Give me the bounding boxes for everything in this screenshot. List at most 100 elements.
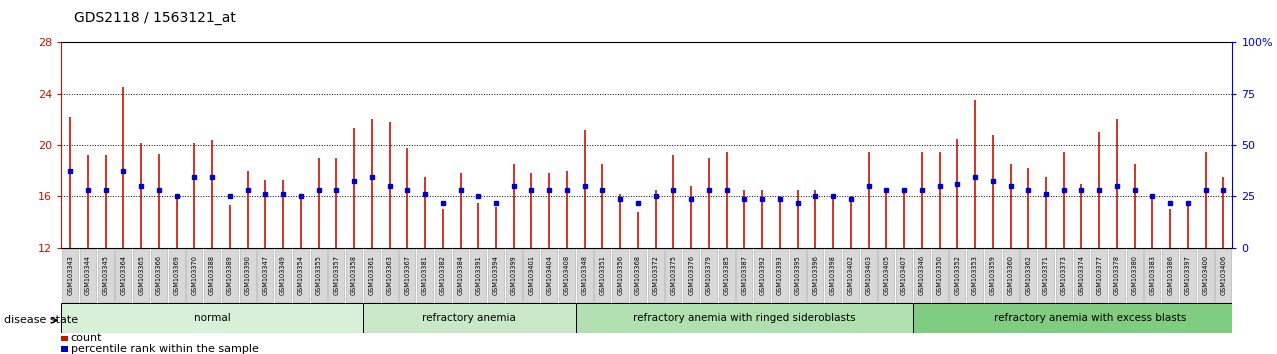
Text: GSM103391: GSM103391 — [475, 255, 481, 295]
Text: count: count — [70, 333, 102, 343]
FancyBboxPatch shape — [506, 249, 522, 302]
Text: refractory anemia with excess blasts: refractory anemia with excess blasts — [995, 313, 1186, 323]
FancyBboxPatch shape — [771, 249, 788, 302]
Text: GSM103364: GSM103364 — [120, 255, 126, 295]
FancyBboxPatch shape — [879, 249, 894, 302]
Text: GSM103390: GSM103390 — [245, 255, 250, 295]
FancyBboxPatch shape — [647, 249, 664, 302]
Text: GSM103346: GSM103346 — [919, 255, 925, 295]
Text: GSM103407: GSM103407 — [902, 255, 907, 295]
FancyBboxPatch shape — [807, 249, 824, 302]
FancyBboxPatch shape — [914, 249, 930, 302]
FancyBboxPatch shape — [1108, 249, 1125, 302]
Text: GSM103372: GSM103372 — [653, 255, 659, 295]
Text: GSM103379: GSM103379 — [706, 255, 711, 295]
FancyBboxPatch shape — [683, 249, 699, 302]
FancyBboxPatch shape — [1074, 249, 1089, 302]
FancyBboxPatch shape — [63, 249, 78, 302]
Text: disease state: disease state — [4, 315, 78, 325]
Text: GSM103361: GSM103361 — [369, 255, 374, 295]
FancyBboxPatch shape — [240, 249, 255, 302]
FancyBboxPatch shape — [97, 249, 114, 302]
FancyBboxPatch shape — [1144, 249, 1161, 302]
FancyBboxPatch shape — [896, 249, 912, 302]
FancyBboxPatch shape — [665, 249, 682, 302]
Text: GSM103382: GSM103382 — [439, 255, 446, 295]
Bar — [61, 346, 68, 352]
FancyBboxPatch shape — [1198, 249, 1213, 302]
FancyBboxPatch shape — [470, 249, 487, 302]
Text: GSM103363: GSM103363 — [387, 255, 392, 295]
Text: GSM103347: GSM103347 — [262, 255, 268, 295]
FancyBboxPatch shape — [275, 249, 291, 302]
FancyBboxPatch shape — [400, 249, 415, 302]
FancyBboxPatch shape — [133, 249, 149, 302]
Text: GSM103403: GSM103403 — [866, 255, 872, 295]
FancyBboxPatch shape — [719, 249, 734, 302]
FancyBboxPatch shape — [1216, 249, 1231, 302]
FancyBboxPatch shape — [1126, 249, 1143, 302]
Text: GSM103355: GSM103355 — [315, 255, 322, 295]
FancyBboxPatch shape — [755, 249, 770, 302]
Text: GSM103343: GSM103343 — [68, 255, 73, 295]
FancyBboxPatch shape — [1162, 249, 1179, 302]
Text: GSM103367: GSM103367 — [405, 255, 410, 295]
FancyBboxPatch shape — [1002, 249, 1019, 302]
FancyBboxPatch shape — [541, 249, 557, 302]
Text: GSM103387: GSM103387 — [742, 255, 747, 295]
Text: GSM103397: GSM103397 — [1185, 255, 1191, 295]
Text: GSM103389: GSM103389 — [227, 255, 232, 295]
FancyBboxPatch shape — [452, 249, 469, 302]
Text: GSM103402: GSM103402 — [848, 255, 854, 295]
Text: GSM103388: GSM103388 — [209, 255, 215, 295]
Bar — [61, 336, 68, 341]
Text: GSM103352: GSM103352 — [954, 255, 960, 295]
Text: GSM103360: GSM103360 — [1008, 255, 1014, 295]
FancyBboxPatch shape — [524, 249, 539, 302]
FancyBboxPatch shape — [222, 249, 238, 302]
Text: GSM103366: GSM103366 — [156, 255, 162, 295]
FancyBboxPatch shape — [967, 249, 983, 302]
FancyBboxPatch shape — [1092, 249, 1107, 302]
Text: GSM103354: GSM103354 — [298, 255, 304, 295]
Text: GSM103400: GSM103400 — [1203, 255, 1209, 295]
Text: GSM103383: GSM103383 — [1149, 255, 1156, 295]
Text: GSM103358: GSM103358 — [351, 255, 358, 295]
FancyBboxPatch shape — [825, 249, 842, 302]
Text: GSM103369: GSM103369 — [174, 255, 180, 295]
Text: GSM103351: GSM103351 — [599, 255, 605, 295]
FancyBboxPatch shape — [151, 249, 167, 302]
FancyBboxPatch shape — [328, 249, 345, 302]
Text: GSM103406: GSM103406 — [1221, 255, 1226, 295]
FancyBboxPatch shape — [985, 249, 1001, 302]
FancyBboxPatch shape — [1038, 249, 1054, 302]
FancyBboxPatch shape — [434, 249, 451, 302]
FancyBboxPatch shape — [612, 249, 628, 302]
Text: normal: normal — [194, 313, 230, 323]
Text: GSM103385: GSM103385 — [724, 255, 729, 295]
Text: GSM103377: GSM103377 — [1096, 255, 1102, 295]
FancyBboxPatch shape — [931, 249, 948, 302]
Text: GSM103349: GSM103349 — [280, 255, 286, 295]
Text: GSM103348: GSM103348 — [582, 255, 587, 295]
Text: percentile rank within the sample: percentile rank within the sample — [70, 344, 259, 354]
FancyBboxPatch shape — [310, 249, 327, 302]
Text: GSM103374: GSM103374 — [1079, 255, 1084, 295]
Text: GDS2118 / 1563121_at: GDS2118 / 1563121_at — [74, 11, 236, 25]
FancyBboxPatch shape — [1180, 249, 1197, 302]
FancyBboxPatch shape — [737, 249, 752, 302]
Text: GSM103396: GSM103396 — [812, 255, 819, 295]
Text: GSM103404: GSM103404 — [547, 255, 552, 295]
FancyBboxPatch shape — [949, 249, 965, 302]
Text: GSM103344: GSM103344 — [84, 255, 91, 295]
Text: GSM103350: GSM103350 — [936, 255, 942, 295]
FancyBboxPatch shape — [913, 303, 1268, 333]
FancyBboxPatch shape — [577, 249, 593, 302]
FancyBboxPatch shape — [418, 249, 433, 302]
FancyBboxPatch shape — [364, 249, 379, 302]
FancyBboxPatch shape — [346, 249, 363, 302]
FancyBboxPatch shape — [80, 249, 96, 302]
FancyBboxPatch shape — [115, 249, 132, 302]
Text: GSM103408: GSM103408 — [564, 255, 570, 295]
Text: GSM103398: GSM103398 — [830, 255, 836, 295]
